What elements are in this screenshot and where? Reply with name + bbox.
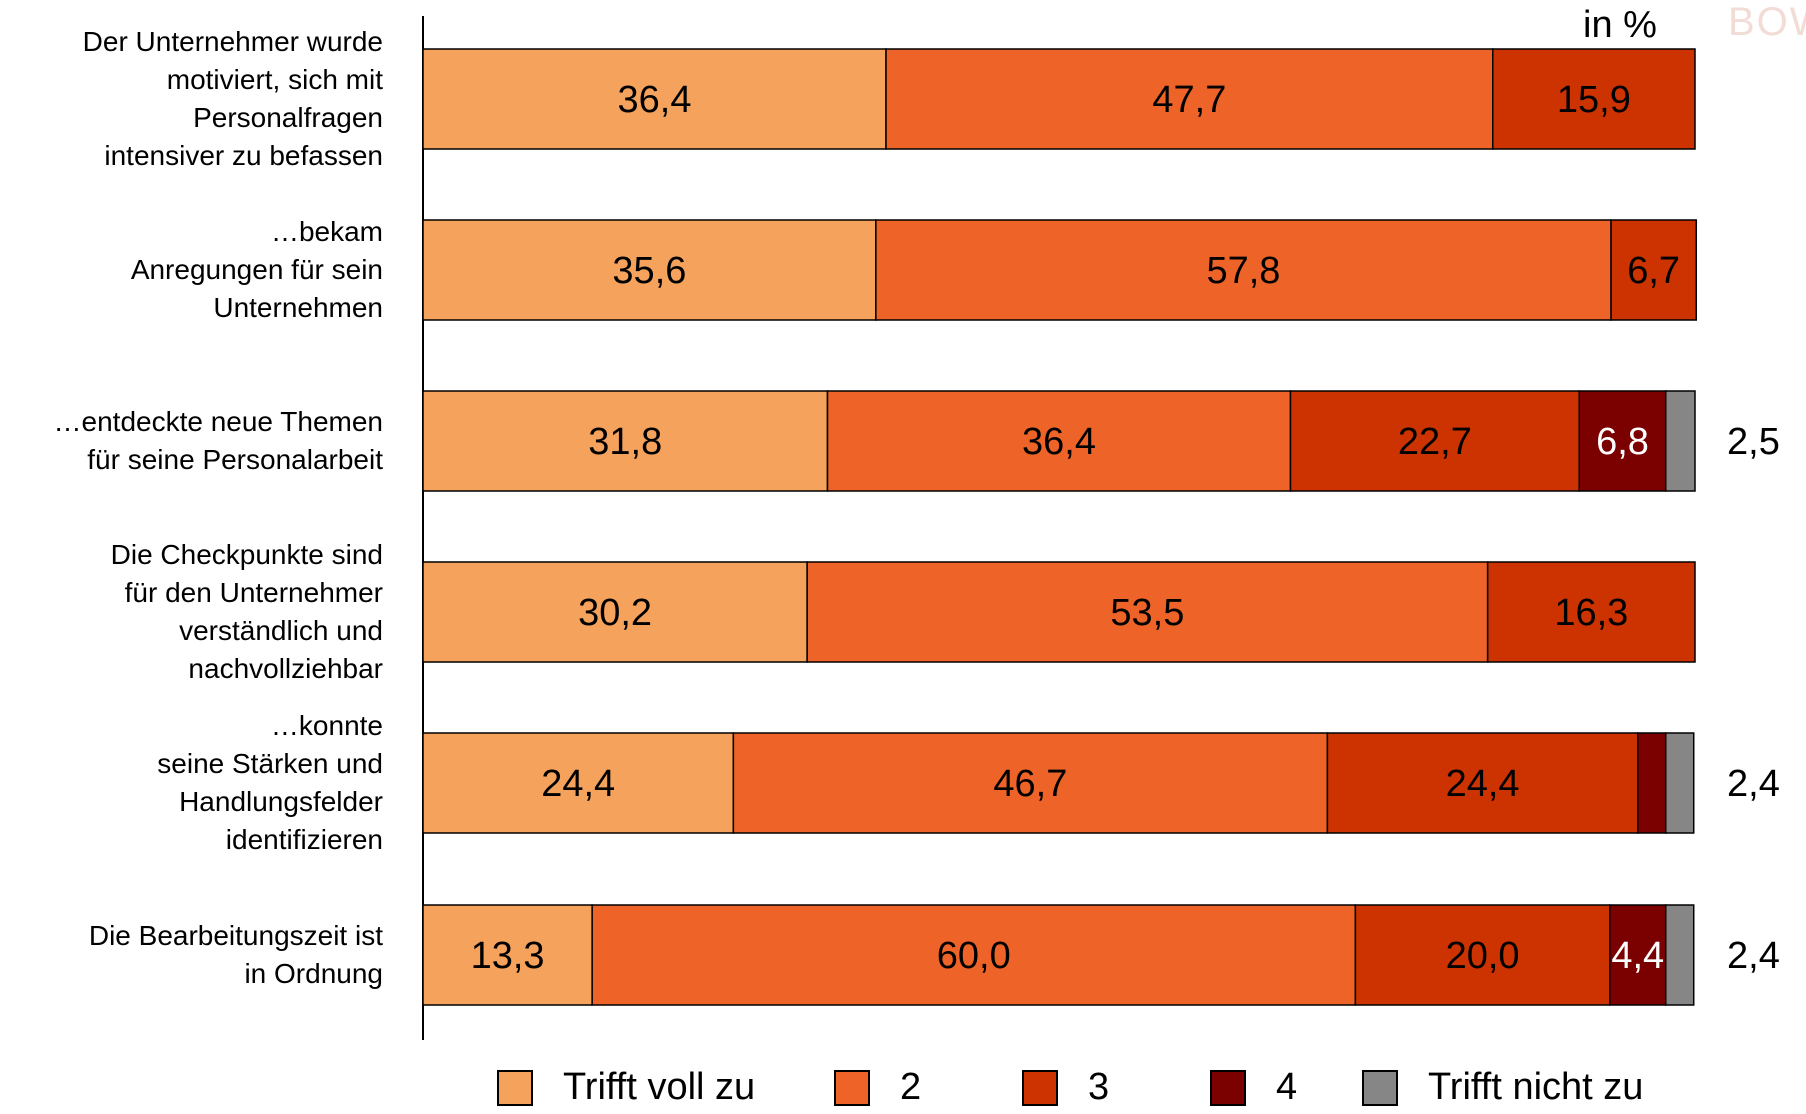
bar-2-2 (875, 219, 1612, 321)
bar-5-2 (732, 732, 1329, 834)
category-label-3: …entdeckte neue Themen für seine Personal… (54, 403, 383, 479)
bar-1-3 (1492, 48, 1696, 150)
average-value-6: 2,4 (1727, 935, 1780, 977)
category-label-line: nachvollziehbar (188, 653, 383, 684)
category-label-line: seine Stärken und (157, 748, 383, 779)
data-label-6-trifft-voll-zu: 13,3 (471, 935, 545, 977)
legend-label-4: 4 (1276, 1066, 1298, 1108)
bar-4-trifft-voll-zu (422, 561, 808, 663)
data-label-1-trifft-voll-zu: 36,4 (618, 79, 692, 121)
data-label-3-4: 6,8 (1596, 421, 1649, 463)
data-label-6-4: 4,4 (1611, 935, 1664, 977)
bar-3-trifft-voll-zu (422, 390, 829, 492)
category-label-line: Die Bearbeitungszeit ist (88, 920, 383, 951)
legend-label-trifft-voll-zu: Trifft voll zu (563, 1066, 756, 1108)
category-label-line: …entdeckte neue Themen (53, 406, 383, 437)
bar-6-3 (1354, 904, 1611, 1006)
bar-5-4 (1637, 732, 1667, 834)
legend-swatch-trifft-voll-zu (497, 1069, 533, 1106)
data-label-4-trifft-voll-zu: 30,2 (578, 592, 652, 634)
bar-3-4 (1578, 390, 1667, 492)
category-label-line: Die Checkpunkte sind (110, 539, 383, 570)
category-label-line: für seine Personalarbeit (87, 444, 383, 475)
category-label-1: Der Unternehmer wurde motiviert, sich mit… (83, 23, 383, 175)
category-label-line: für den Unternehmer (124, 577, 383, 608)
legend-swatch-3 (1022, 1069, 1058, 1106)
category-label-line: intensiver zu befassen (104, 140, 383, 171)
data-label-6-2: 60,0 (937, 935, 1011, 977)
bar-2-3 (1610, 219, 1698, 321)
unit-label: in % (1583, 4, 1657, 46)
category-label-line: verständlich und (179, 615, 383, 646)
legend-item-4: 4 (1210, 1066, 1297, 1109)
bar-4-2 (806, 561, 1489, 663)
bar-3-3 (1289, 390, 1580, 492)
legend-label-2: 2 (900, 1066, 922, 1108)
data-label-2-2: 57,8 (1206, 250, 1280, 292)
bar-6-2 (591, 904, 1357, 1006)
data-label-4-2: 53,5 (1110, 592, 1184, 634)
bar-3-trifft-nicht-zu (1664, 390, 1696, 492)
category-label-line: in Ordnung (244, 958, 383, 989)
category-label-4: Die Checkpunkte sind für den Unternehmer v… (111, 536, 383, 688)
data-label-5-3: 24,4 (1446, 763, 1520, 805)
bar-1-trifft-voll-zu (422, 48, 887, 150)
legend-item-3: 3 (1022, 1066, 1109, 1109)
category-label-6: Die Bearbeitungszeit ist in Ordnung (89, 917, 383, 993)
category-label-line: Handlungsfelder (179, 786, 383, 817)
bar-1-2 (885, 48, 1494, 150)
legend-swatch-4 (1210, 1069, 1246, 1106)
legend: Trifft voll zu 2 3 4 Trifft nicht zu (0, 1066, 1806, 1114)
bar-5-trifft-nicht-zu (1664, 732, 1695, 834)
bar-4-3 (1486, 561, 1696, 663)
category-label-line: Personalfragen (193, 102, 383, 133)
bar-5-3 (1326, 732, 1639, 834)
data-label-5-trifft-voll-zu: 24,4 (541, 763, 615, 805)
data-label-3-3: 22,7 (1398, 421, 1472, 463)
average-value-5: 2,4 (1727, 763, 1780, 805)
legend-swatch-2 (834, 1069, 870, 1106)
category-label-line: Der Unternehmer wurde (82, 26, 383, 57)
category-label-2: …bekam Anregungen für sein Unternehmen (131, 213, 383, 327)
bar-2-trifft-voll-zu (422, 219, 877, 321)
category-label-line: Unternehmen (213, 292, 383, 323)
data-label-3-trifft-voll-zu: 31,8 (588, 421, 662, 463)
data-label-1-3: 15,9 (1557, 79, 1631, 121)
bar-3-2 (826, 390, 1292, 492)
data-label-2-trifft-voll-zu: 35,6 (612, 250, 686, 292)
data-label-3-2: 36,4 (1022, 421, 1096, 463)
bar-6-4 (1609, 904, 1667, 1006)
average-value-3: 2,5 (1727, 421, 1780, 463)
data-label-2-3: 6,7 (1627, 250, 1680, 292)
category-label-line: Anregungen für sein (130, 254, 383, 285)
legend-item-2: 2 (834, 1066, 921, 1109)
legend-item-trifft-voll-zu: Trifft voll zu (497, 1066, 755, 1109)
legend-label-trifft-nicht-zu: Trifft nicht zu (1428, 1066, 1644, 1108)
legend-label-3: 3 (1088, 1066, 1110, 1108)
category-label-line: …bekam (270, 216, 383, 247)
bar-6-trifft-nicht-zu (1664, 904, 1695, 1006)
legend-item-trifft-nicht-zu: Trifft nicht zu (1362, 1066, 1643, 1109)
data-label-6-3: 20,0 (1446, 935, 1520, 977)
category-label-line: identifizieren (225, 824, 383, 855)
category-label-5: …konnte seine Stärken und Handlungsfelder i… (157, 707, 383, 859)
data-label-1-2: 47,7 (1152, 79, 1226, 121)
category-label-line: motiviert, sich mit (166, 64, 383, 95)
data-label-5-2: 46,7 (993, 763, 1067, 805)
bar-5-trifft-voll-zu (422, 732, 735, 834)
legend-swatch-trifft-nicht-zu (1362, 1069, 1398, 1106)
category-label-line: …konnte (270, 710, 383, 741)
stacked-bar-chart: 36,4 47,7 15,9 35,6 57,8 6,7 31,8 36,4 22,7 6,8 2,… (422, 16, 1780, 1040)
data-label-4-3: 16,3 (1554, 592, 1628, 634)
logo-watermark: BOW (1728, 0, 1806, 44)
